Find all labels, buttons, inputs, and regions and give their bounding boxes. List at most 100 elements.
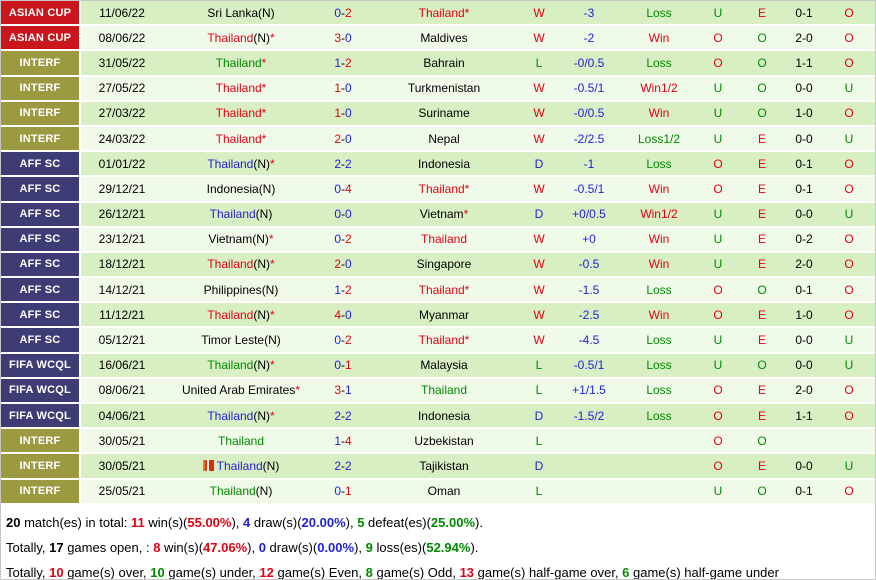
summary-segment: match(es) in total:	[20, 514, 132, 530]
handicap-value: -0.5/1	[557, 353, 621, 377]
team-name: Malaysia	[420, 358, 468, 373]
competition-label: INTERF	[19, 82, 61, 95]
summary-segment: 55.00%	[187, 514, 232, 530]
half-time-score: 0-1	[785, 479, 823, 503]
team-name: Tajikistan	[419, 458, 469, 473]
match-result: L	[521, 479, 557, 503]
table-row: INTERF 30/05/21 Thailand 1-4 Uzbekistan L O O	[1, 429, 875, 453]
handicap-text: -0/0.5	[573, 55, 605, 70]
summary-segment: 20.00%	[301, 514, 346, 530]
half-score-text: 1-1	[795, 55, 813, 70]
handicap-result-text: Win	[648, 106, 670, 121]
summary-segment: loss(es)(	[372, 539, 427, 555]
half-time-score: 0-1	[785, 1, 823, 25]
half-time-score: 0-0	[785, 76, 823, 100]
competition-badge: ASIAN CUP	[1, 1, 81, 25]
team-name: Thailand	[207, 156, 254, 171]
summary-segment: win(s)(	[160, 539, 204, 555]
team-name: Thailand	[418, 5, 465, 20]
half-time-score: 1-0	[785, 101, 823, 125]
match-date: 27/03/22	[81, 101, 163, 125]
date-text: 27/03/22	[98, 106, 146, 121]
competition-badge: FIFA WCQL	[1, 378, 81, 402]
handicap-result: Loss	[621, 328, 697, 352]
result-letter: W	[533, 257, 545, 272]
score-separator: -	[341, 55, 345, 70]
competition-badge: ASIAN CUP	[1, 26, 81, 50]
summary-segment: game(s) Even,	[273, 564, 366, 580]
match-score: 3-0	[319, 26, 367, 50]
competition-badge: AFF SC	[1, 328, 81, 352]
over-under-letter: O	[713, 307, 723, 322]
match-date: 29/12/21	[81, 177, 163, 201]
star-mark: *	[261, 131, 267, 146]
match-date: 08/06/22	[81, 26, 163, 50]
team-suffix: (N)	[252, 232, 269, 247]
table-row: AFF SC 18/12/21 Thailand (N) * 2-0 Singapore W -…	[1, 252, 875, 277]
home-goals: 3	[334, 383, 341, 398]
handicap-text: +0	[582, 232, 596, 247]
result-letter: W	[533, 333, 545, 348]
home-goals: 1	[334, 81, 341, 96]
half-over-under-letter: O	[844, 106, 854, 121]
star-mark: *	[261, 55, 267, 70]
match-date: 11/12/21	[81, 303, 163, 327]
date-text: 30/05/21	[98, 458, 146, 473]
star-mark: *	[464, 282, 470, 297]
half-over-under: O	[823, 278, 875, 302]
match-result: D	[521, 152, 557, 176]
match-score: 2-2	[319, 404, 367, 428]
date-text: 11/12/21	[99, 307, 145, 322]
half-over-under: O	[823, 404, 875, 428]
handicap-value	[557, 429, 621, 453]
match-date: 25/05/21	[81, 479, 163, 503]
home-team: Thailand (N)	[163, 454, 319, 478]
away-team: Malaysia	[367, 353, 521, 377]
result-letter: D	[534, 207, 544, 222]
score-separator: -	[341, 282, 345, 297]
handicap-value	[557, 454, 621, 478]
competition-label: INTERF	[19, 459, 61, 472]
team-name: United Arab Emirates	[181, 383, 296, 398]
table-row: INTERF 25/05/21 Thailand (N) 0-1 Oman L U O 0-1 O	[1, 479, 875, 503]
home-team: Indonesia (N)	[163, 177, 319, 201]
handicap-value: -2/2.5	[557, 126, 621, 151]
half-time-score: 0-1	[785, 152, 823, 176]
red-card-icon	[202, 460, 214, 472]
team-name: Myanmar	[418, 307, 469, 322]
odd-even: E	[739, 177, 785, 201]
summary-segment: ).	[475, 514, 483, 530]
odd-even-letter: E	[757, 257, 766, 272]
star-mark: *	[464, 333, 470, 348]
away-team: Thailand *	[367, 328, 521, 352]
half-over-under: O	[823, 152, 875, 176]
handicap-value: -0.5/1	[557, 76, 621, 100]
competition-label: INTERF	[19, 56, 61, 69]
half-over-under-letter: O	[844, 257, 854, 272]
handicap-result: Win	[621, 26, 697, 50]
result-letter: W	[533, 81, 545, 96]
competition-label: AFF SC	[19, 182, 61, 195]
away-team: Singapore	[367, 252, 521, 277]
table-row: AFF SC 01/01/22 Thailand (N) * 2-2 Indonesia D -…	[1, 152, 875, 176]
handicap-value: -1.5/2	[557, 404, 621, 428]
match-result: W	[521, 328, 557, 352]
table-row: INTERF 27/03/22 Thailand * 1-0 Suriname W -0/0.…	[1, 101, 875, 125]
home-team: Thailand *	[163, 76, 319, 100]
half-time-score: 2-0	[785, 378, 823, 402]
away-goals: 2	[345, 458, 352, 473]
summary-line: 20 match(es) in total: 11 win(s)(55.00%)…	[6, 510, 869, 535]
handicap-result-text: Loss	[646, 408, 672, 423]
table-row: INTERF 27/05/22 Thailand * 1-0 Turkmenistan W -…	[1, 76, 875, 100]
summary-segment: Totally,	[6, 564, 50, 580]
result-letter: L	[535, 484, 543, 499]
home-goals: 2	[334, 257, 341, 272]
result-letter: L	[535, 55, 543, 70]
over-under: O	[697, 51, 739, 75]
half-time-score: 1-1	[785, 404, 823, 428]
half-over-under-letter: O	[844, 55, 854, 70]
handicap-value: +0	[557, 227, 621, 251]
table-row: ASIAN CUP 08/06/22 Thailand (N) * 3-0 Maldives…	[1, 26, 875, 50]
date-text: 14/12/21	[98, 282, 146, 297]
handicap-result: Win	[621, 177, 697, 201]
